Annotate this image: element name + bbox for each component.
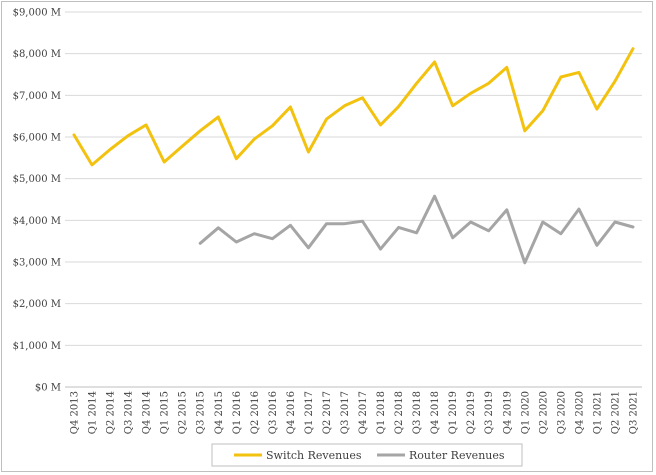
x-tick-label: Q2 2020: [538, 391, 549, 434]
x-tick-label: Q4 2014: [142, 391, 153, 434]
legend-label: Switch Revenues: [266, 449, 362, 462]
series-lines: [72, 47, 635, 265]
y-tick-label: $3,000 M: [13, 258, 61, 269]
x-tick-label: Q3 2014: [124, 391, 135, 434]
y-axis-ticks: $0 M $1,000 M $2,000 M $3,000 M $4,000 M $5,0…: [13, 8, 61, 394]
y-tick-label: $4,000 M: [13, 216, 61, 227]
x-tick-label: Q4 2013: [70, 391, 81, 434]
y-tick-label: $2,000 M: [13, 299, 61, 310]
series-line: [72, 47, 635, 167]
x-tick-label: Q3 2019: [484, 391, 495, 434]
x-tick-label: Q4 2015: [214, 391, 225, 434]
gridlines: [65, 11, 642, 388]
y-tick-label: $1,000 M: [13, 341, 61, 352]
x-axis-ticks: Q4 2013 Q1 2014 Q2 2014 Q3 2014 Q4 2014 Q1 20…: [70, 391, 640, 434]
x-tick-label: Q2 2021: [610, 391, 621, 434]
x-tick-label: Q2 2017: [322, 391, 333, 434]
x-tick-label: Q3 2016: [268, 391, 279, 434]
legend-label: Router Revenues: [409, 449, 505, 462]
legend: Switch Revenues Router Revenues: [211, 443, 523, 467]
x-tick-label: Q1 2018: [376, 391, 387, 434]
y-tick-label: $5,000 M: [13, 174, 61, 185]
x-tick-label: Q3 2021: [628, 391, 639, 434]
x-tick-label: Q1 2017: [304, 391, 315, 434]
x-tick-label: Q2 2015: [178, 391, 189, 434]
x-tick-label: Q4 2016: [286, 391, 297, 434]
x-tick-label: Q1 2014: [88, 391, 99, 434]
x-tick-label: Q1 2019: [448, 391, 459, 434]
x-tick-label: Q1 2021: [592, 391, 603, 434]
y-tick-label: $9,000 M: [13, 8, 61, 19]
x-tick-label: Q4 2019: [502, 391, 513, 434]
y-tick-label: $0 M: [35, 383, 61, 394]
x-tick-label: Q2 2019: [466, 391, 477, 434]
x-tick-label: Q4 2017: [358, 391, 369, 434]
y-tick-label: $6,000 M: [13, 133, 61, 144]
y-tick-label: $8,000 M: [13, 49, 61, 60]
x-tick-label: Q2 2014: [106, 391, 117, 434]
y-tick-label: $7,000 M: [13, 91, 61, 102]
x-tick-label: Q1 2016: [232, 391, 243, 434]
x-tick-label: Q3 2017: [340, 391, 351, 434]
x-tick-label: Q4 2020: [574, 391, 585, 434]
series-line: [198, 194, 635, 265]
x-tick-label: Q2 2016: [250, 391, 261, 434]
x-tick-label: Q3 2018: [412, 391, 423, 434]
x-tick-label: Q1 2020: [520, 391, 531, 434]
x-tick-label: Q3 2020: [556, 391, 567, 434]
x-tick-label: Q2 2018: [394, 391, 405, 434]
x-tick-label: Q3 2015: [196, 391, 207, 434]
legend-box: [211, 443, 523, 467]
x-tick-label: Q1 2015: [160, 391, 171, 434]
x-tick-label: Q4 2018: [430, 391, 441, 434]
